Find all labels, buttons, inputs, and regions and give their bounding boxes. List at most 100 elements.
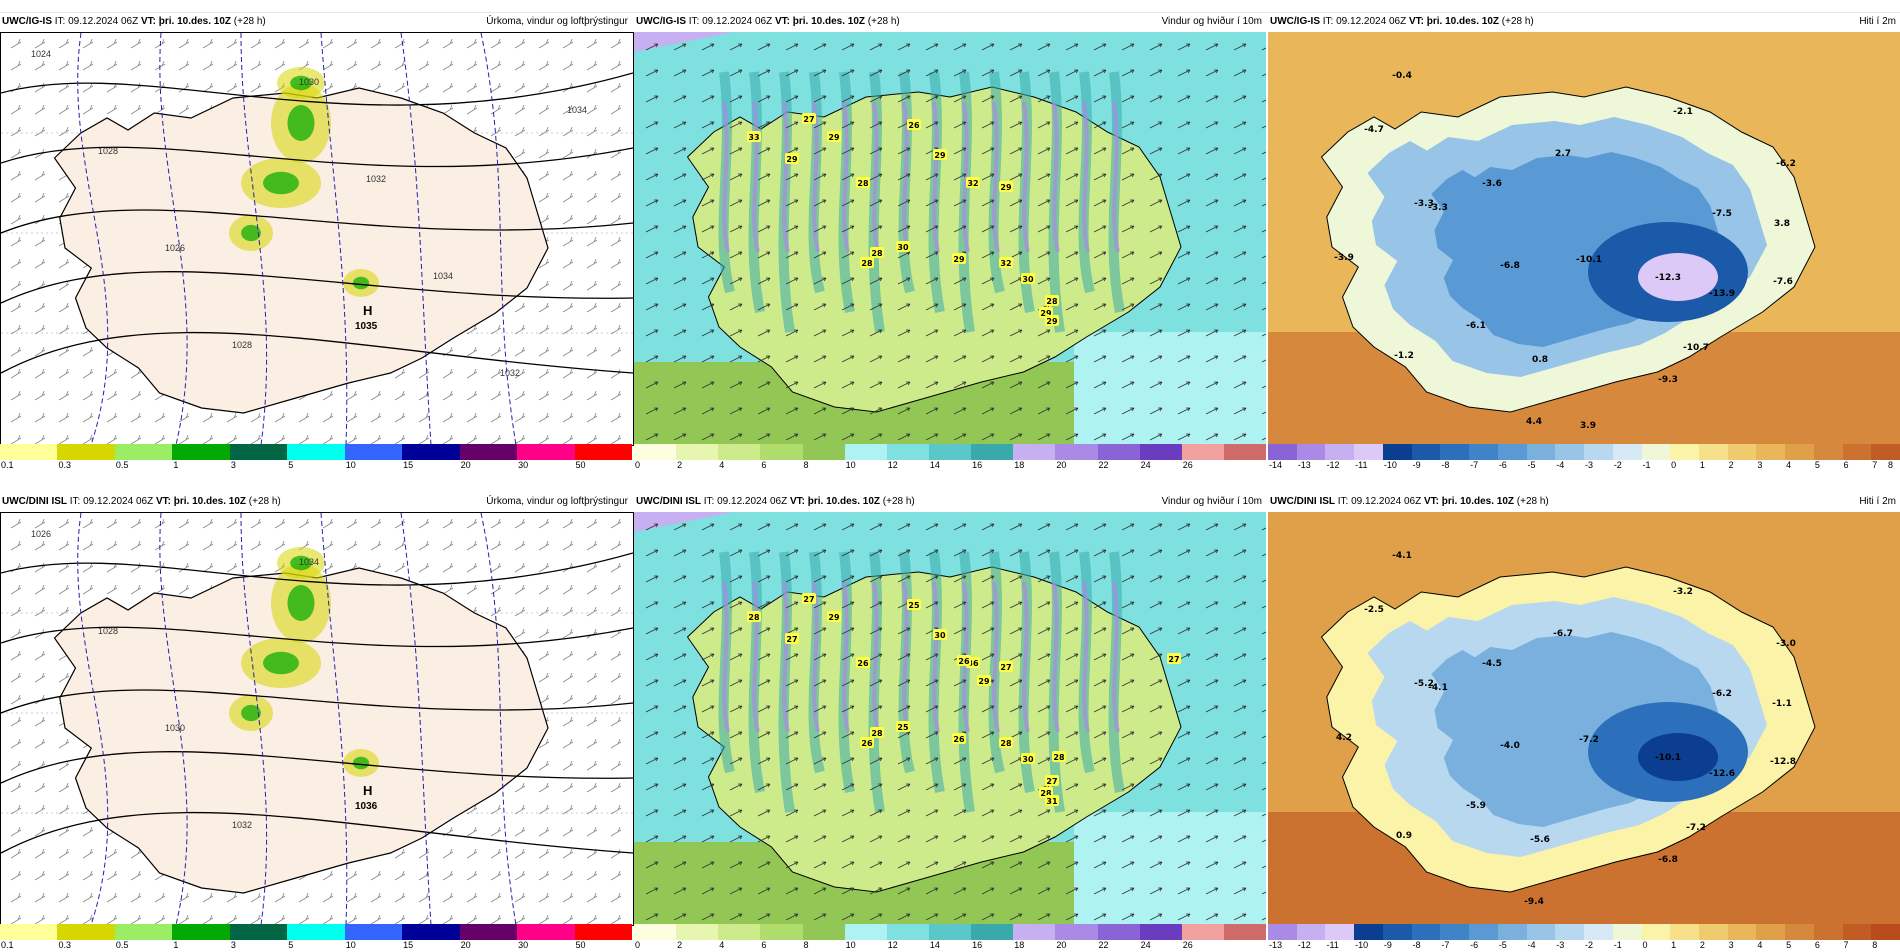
wind-arrow (1233, 407, 1247, 415)
wind-barb (58, 258, 70, 269)
model-name: UWC/IG-IS (1270, 16, 1320, 27)
wind-arrow (1093, 861, 1107, 869)
wind-barb (178, 104, 190, 115)
wind-arrow (1149, 147, 1163, 155)
wind-arrow (869, 277, 883, 285)
wind-arrow (1149, 43, 1163, 51)
wind-arrow (1093, 43, 1107, 51)
legend-tick-label: 0.5 (115, 940, 129, 950)
legend-tick-label: 26 (1182, 460, 1193, 470)
wind-arrow (645, 355, 659, 363)
wind-barb (346, 870, 358, 881)
wind-barb (82, 540, 94, 551)
precip-core (287, 585, 315, 621)
wind-arrow (1121, 757, 1135, 765)
wind-arrow (701, 575, 715, 583)
wind-barb (538, 192, 550, 203)
isobar-label: 1026 (165, 243, 185, 253)
wind-arrow (729, 601, 743, 609)
wind-arrow (813, 913, 827, 921)
gust-value-text: 29 (934, 151, 946, 160)
wind-barb (250, 518, 262, 529)
panel-header: UWC/IG-IS IT: 09.12.2024 06Z VT: þri. 10… (1268, 12, 1900, 32)
wind-arrow (897, 277, 911, 285)
wind-barb (34, 606, 46, 617)
wind-barb (10, 628, 22, 639)
wind-barb (610, 518, 622, 529)
wind-barb (610, 892, 622, 903)
wind-arrow (897, 679, 911, 687)
legend-swatch (1354, 444, 1383, 460)
wind-arrow (757, 147, 771, 155)
wind-arrow (869, 679, 883, 687)
wind-arrow (785, 95, 799, 103)
legend-swatch (802, 924, 845, 940)
wind-arrow (1037, 627, 1051, 635)
wind-arrow (1177, 757, 1191, 765)
wind-arrow (673, 653, 687, 661)
wind-barb (34, 170, 46, 181)
wind-arrow (953, 147, 967, 155)
wind-arrow (1121, 433, 1135, 441)
wind-barb (82, 412, 94, 423)
wind-barb (586, 170, 598, 181)
wind-barb (34, 38, 46, 49)
wind-arrow (1009, 861, 1023, 869)
wind-arrow (981, 355, 995, 363)
wind-barb (610, 738, 622, 749)
wind-barb (370, 38, 382, 49)
wind-arrow (729, 433, 743, 441)
wind-barb (106, 584, 118, 595)
wind-arrow (785, 251, 799, 259)
gust-streak (1082, 101, 1090, 253)
wind-barb (34, 826, 46, 837)
wind-arrow (1205, 355, 1219, 363)
wind-barb (178, 584, 190, 595)
wind-arrow (1065, 407, 1079, 415)
wind-arrow (701, 95, 715, 103)
wind-arrow (869, 381, 883, 389)
wind-barb (514, 302, 526, 313)
wind-barb (490, 412, 502, 423)
gust-value-text: 26 (953, 735, 965, 744)
wind-arrow (1261, 657, 1266, 661)
wind-barb (418, 914, 430, 925)
legend-tick-label: 0.1 (1, 940, 14, 950)
legend-swatch (760, 444, 803, 460)
legend-swatch (459, 924, 518, 940)
wind-arrow (1205, 861, 1219, 869)
wind-barb (538, 848, 550, 859)
wind-barb (202, 540, 214, 551)
wind-arrow (981, 731, 995, 739)
wind-arrow (1205, 627, 1219, 635)
wind-arrow (925, 173, 939, 181)
wind-arrow (925, 95, 939, 103)
wind-barb (490, 390, 502, 401)
wind-barb (226, 540, 238, 551)
wind-arrow (757, 887, 771, 895)
wind-arrow (1037, 225, 1051, 233)
wind-barb (154, 412, 166, 423)
wind-barb (538, 760, 550, 771)
wind-barb (106, 848, 118, 859)
wind-arrow (1065, 731, 1079, 739)
legend-tick-label: 0 (1642, 940, 1648, 950)
wind-arrow (673, 835, 687, 843)
wind-barb (586, 540, 598, 551)
wind-barb (130, 914, 142, 925)
wind-arrow (813, 601, 827, 609)
wind-arrow (785, 549, 799, 557)
wind-arrow (1233, 147, 1247, 155)
wind-barb (274, 60, 286, 71)
wind-barb (538, 82, 550, 93)
legend-tick-label: -1 (1642, 460, 1651, 470)
legend-swatch (1440, 444, 1470, 460)
wind-arrow (1065, 549, 1079, 557)
wind-barb (466, 390, 478, 401)
wind-arrow (1205, 549, 1219, 557)
wind-arrow (1065, 887, 1079, 895)
wind-arrow (645, 43, 659, 51)
panel-header: UWC/DINI ISL IT: 09.12.2024 06Z VT: þri.… (1268, 492, 1900, 512)
isobar-label: 1028 (98, 626, 118, 636)
run-info: UWC/IG-IS IT: 09.12.2024 06Z VT: þri. 10… (636, 12, 900, 32)
